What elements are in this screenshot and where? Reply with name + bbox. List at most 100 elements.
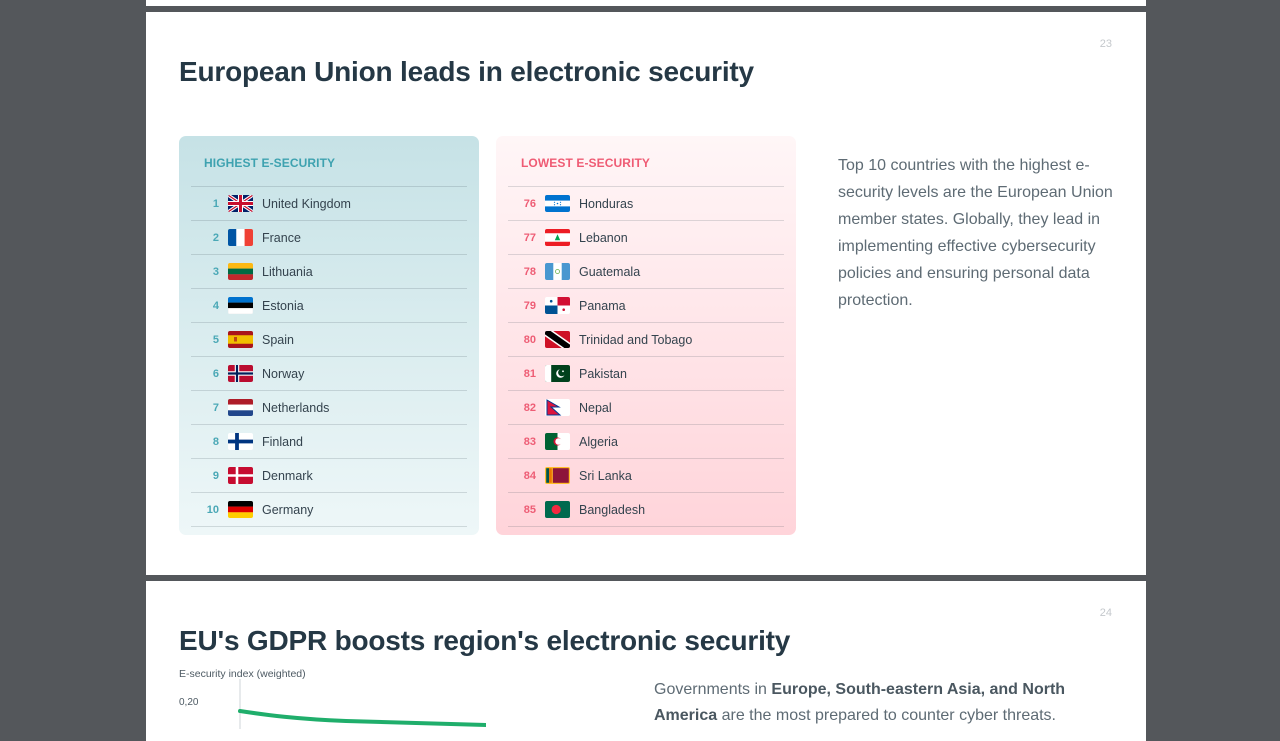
gdpr-text-rest: are the most prepared to counter cyber t… (717, 707, 1056, 724)
lowest-row: 78 Guatemala (508, 255, 784, 289)
highest-row: 5 Spain (191, 323, 467, 357)
country-name: Denmark (262, 468, 313, 483)
highest-row: 10 Germany (191, 493, 467, 527)
country-name: Guatemala (579, 264, 641, 279)
lowest-row: 77 Lebanon (508, 221, 784, 255)
country-name: United Kingdom (262, 196, 351, 211)
lowest-row: 80 Trinidad and Tobago (508, 323, 784, 357)
highest-row: 6 Norway (191, 357, 467, 391)
finland-flag-icon (228, 433, 253, 450)
france-flag-icon (228, 229, 253, 246)
highest-row: 1 United Kingdom (191, 187, 467, 221)
rank-number: 80 (523, 333, 536, 346)
country-name: Norway (262, 366, 305, 381)
country-name: Panama (579, 298, 626, 313)
rank-number: 85 (523, 503, 536, 516)
rank-number: 1 (212, 197, 219, 210)
rank-number: 76 (523, 197, 536, 210)
germany-flag-icon (228, 501, 253, 518)
summary-paragraph: Top 10 countries with the highest e-secu… (838, 157, 1113, 309)
rank-number: 82 (523, 401, 536, 414)
rank-number: 8 (212, 435, 219, 448)
highest-row: 7 Netherlands (191, 391, 467, 425)
chart-y-axis-label: E-security index (weighted) (179, 668, 306, 680)
spain-flag-icon (228, 331, 253, 348)
country-name: Spain (262, 332, 294, 347)
highest-row: 3 Lithuania (191, 255, 467, 289)
panama-flag-icon (545, 297, 570, 314)
country-name: Lithuania (262, 264, 313, 279)
country-name: Finland (262, 434, 303, 449)
honduras-flag-icon (545, 195, 570, 212)
rank-number: 77 (523, 231, 536, 244)
gdpr-text-region-america: America (654, 707, 718, 724)
country-name: Nepal (579, 400, 612, 415)
country-name: Honduras (579, 196, 634, 211)
lowest-row: 79 Panama (508, 289, 784, 323)
chart-series-line (238, 709, 486, 727)
lowest-ranking-list: 76 Honduras 77 Lebanon 78 Guatemala 79 Panama 80… (508, 186, 784, 527)
page-24: 24 EU's GDPR boosts region's electronic … (146, 581, 1146, 741)
estonia-flag-icon (228, 297, 253, 314)
trinidad-and-tobago-flag-icon (545, 331, 570, 348)
lowest-row: 82 Nepal (508, 391, 784, 425)
highest-e-security-card: HIGHEST E-SECURITY 1 United Kingdom 2 Franc… (179, 136, 479, 535)
rank-number: 79 (523, 299, 536, 312)
lebanon-flag-icon (545, 229, 570, 246)
sri-lanka-flag-icon (545, 467, 570, 484)
rank-number: 84 (523, 469, 536, 482)
country-name: Trinidad and Tobago (579, 332, 693, 347)
highest-card-heading: HIGHEST E-SECURITY (204, 156, 336, 170)
country-name: Algeria (579, 434, 618, 449)
highest-row: 8 Finland (191, 425, 467, 459)
highest-ranking-list: 1 United Kingdom 2 France 3 Lithuania 4 Estonia… (191, 186, 467, 527)
rank-number: 2 (212, 231, 219, 244)
lowest-row: 83 Algeria (508, 425, 784, 459)
country-name: Lebanon (579, 230, 628, 245)
rank-number: 78 (523, 265, 536, 278)
norway-flag-icon (228, 365, 253, 382)
netherlands-flag-icon (228, 399, 253, 416)
page-number: 24 (1099, 607, 1112, 619)
bangladesh-flag-icon (545, 501, 570, 518)
denmark-flag-icon (228, 467, 253, 484)
country-name: France (262, 230, 301, 245)
lowest-e-security-card: LOWEST E-SECURITY 76 Honduras 77 Lebanon 78 G… (496, 136, 796, 535)
rank-number: 4 (212, 299, 219, 312)
country-name: Pakistan (579, 366, 627, 381)
lowest-row: 76 Honduras (508, 187, 784, 221)
gdpr-text-regions: Europe, South-eastern Asia, and North (771, 681, 1066, 698)
page-title: European Union leads in electronic secur… (179, 56, 754, 87)
rank-number: 6 (212, 367, 219, 380)
page-23: 23 European Union leads in electronic se… (146, 12, 1146, 575)
lowest-row: 84 Sri Lanka (508, 459, 784, 493)
uk-flag-icon (228, 195, 253, 212)
rank-number: 7 (212, 401, 219, 414)
highest-row: 2 France (191, 221, 467, 255)
gdpr-paragraph: Governments in Europe, South-eastern Asi… (654, 677, 1094, 729)
nepal-flag-icon (545, 399, 570, 416)
rank-number: 81 (523, 367, 536, 380)
rank-number: 5 (212, 333, 219, 346)
page-number: 23 (1099, 38, 1112, 50)
guatemala-flag-icon (545, 263, 570, 280)
lowest-card-heading: LOWEST E-SECURITY (521, 156, 651, 170)
rank-number: 10 (206, 503, 219, 516)
country-name: Netherlands (262, 400, 330, 415)
highest-row: 4 Estonia (191, 289, 467, 323)
country-name: Sri Lanka (579, 468, 632, 483)
country-name: Estonia (262, 298, 304, 313)
country-name: Bangladesh (579, 502, 646, 517)
algeria-flag-icon (545, 433, 570, 450)
previous-page-edge (146, 0, 1146, 6)
pakistan-flag-icon (545, 365, 570, 382)
gdpr-text-intro: Governments in (654, 681, 772, 698)
rank-number: 9 (212, 469, 219, 482)
e-security-chart-fragment (238, 679, 486, 729)
chart-y-tick-label: 0,20 (179, 697, 199, 708)
rank-number: 3 (212, 265, 219, 278)
page-title: EU's GDPR boosts region's electronic sec… (179, 625, 791, 656)
lowest-row: 85 Bangladesh (508, 493, 784, 527)
highest-row: 9 Denmark (191, 459, 467, 493)
country-name: Germany (262, 502, 314, 517)
